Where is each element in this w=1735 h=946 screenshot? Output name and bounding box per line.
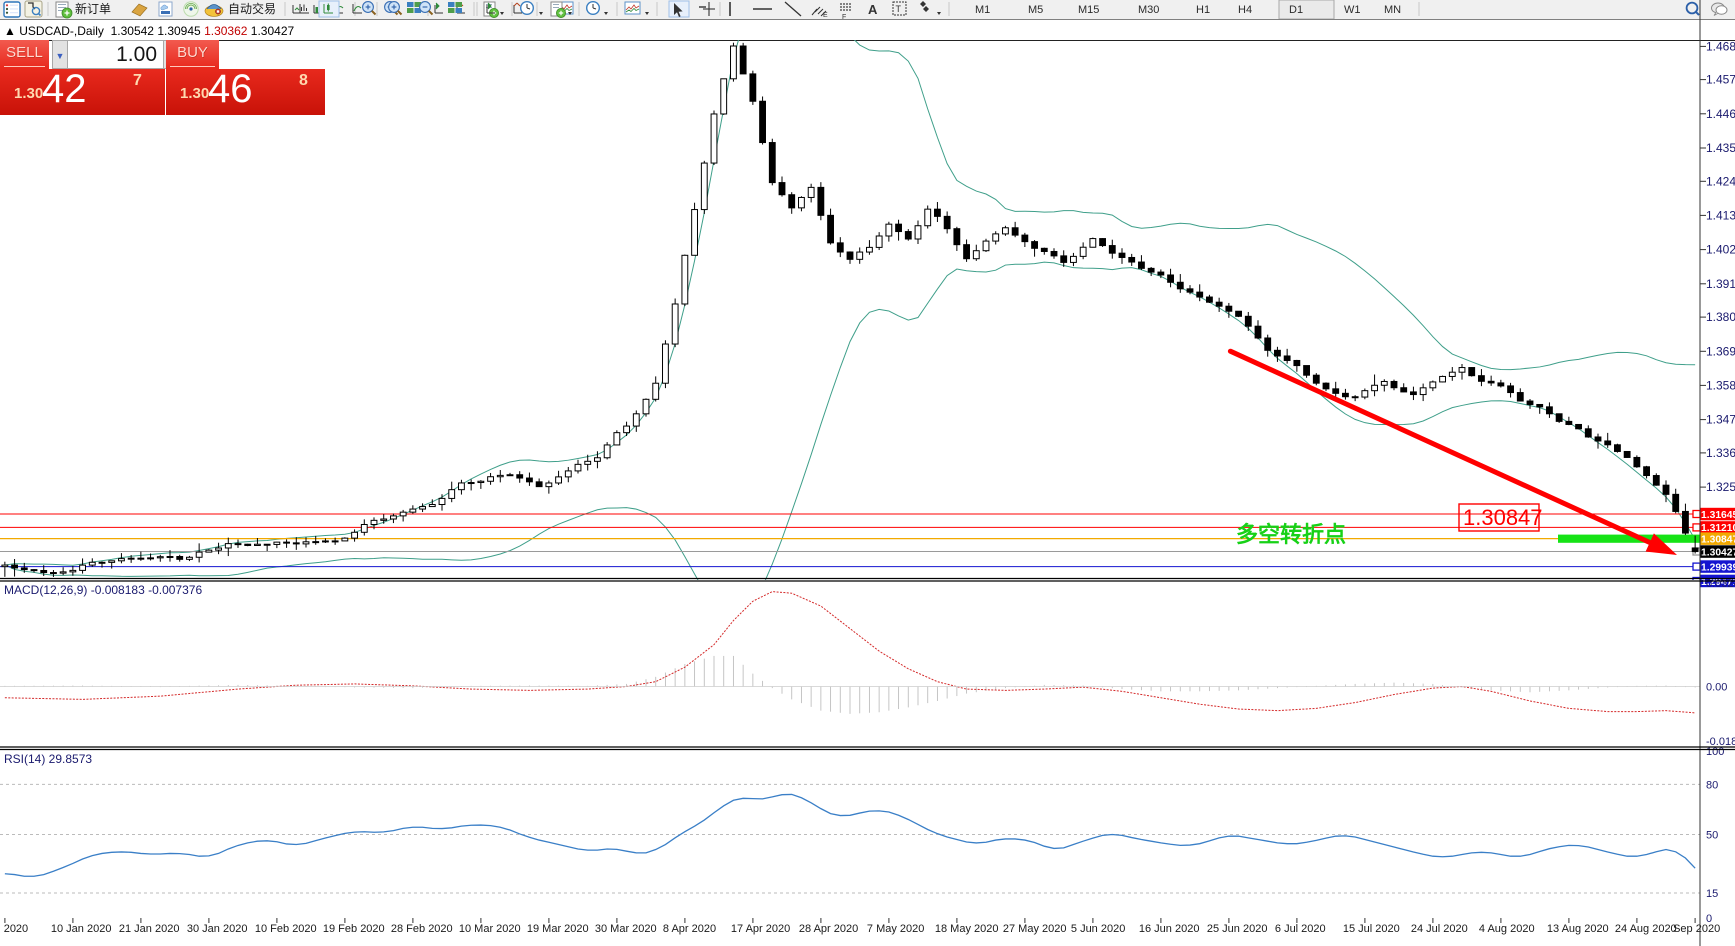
svg-text:1.31645: 1.31645 — [1701, 510, 1735, 521]
svg-text:Jan 2020: Jan 2020 — [0, 923, 28, 935]
svg-text:1.38040: 1.38040 — [1706, 310, 1735, 324]
svg-text:1.35820: 1.35820 — [1706, 378, 1735, 392]
svg-text:1.29939: 1.29939 — [1701, 562, 1735, 573]
svg-text:0.00: 0.00 — [1706, 682, 1727, 694]
svg-text:1.45750: 1.45750 — [1706, 73, 1735, 87]
svg-text:10 Jan 2020: 10 Jan 2020 — [51, 923, 112, 935]
svg-text:27 May 2020: 27 May 2020 — [1003, 923, 1067, 935]
svg-text:30 Mar 2020: 30 Mar 2020 — [595, 923, 657, 935]
svg-text:17 Apr 2020: 17 Apr 2020 — [731, 923, 790, 935]
svg-text:80: 80 — [1706, 779, 1718, 791]
svg-text:1.39120: 1.39120 — [1706, 277, 1735, 291]
svg-text:1.46830: 1.46830 — [1706, 39, 1735, 53]
svg-text:7 May 2020: 7 May 2020 — [867, 923, 924, 935]
svg-text:1.30847: 1.30847 — [1463, 505, 1543, 530]
svg-text:5 Jun 2020: 5 Jun 2020 — [1071, 923, 1125, 935]
svg-text:4 Aug 2020: 4 Aug 2020 — [1479, 923, 1535, 935]
svg-text:25 Jun 2020: 25 Jun 2020 — [1207, 923, 1268, 935]
svg-text:6 Jul 2020: 6 Jul 2020 — [1275, 923, 1326, 935]
svg-text:50: 50 — [1706, 830, 1718, 842]
svg-text:1.41340: 1.41340 — [1706, 208, 1735, 222]
svg-text:19 Mar 2020: 19 Mar 2020 — [527, 923, 589, 935]
svg-text:RSI(14) 29.8573: RSI(14) 29.8573 — [4, 752, 92, 766]
svg-text:1.32520: 1.32520 — [1706, 480, 1735, 494]
svg-text:0.032478: 0.032478 — [1706, 578, 1735, 590]
svg-text:15: 15 — [1706, 888, 1718, 900]
svg-text:多空转折点: 多空转折点 — [1236, 522, 1346, 547]
svg-text:28 Feb 2020: 28 Feb 2020 — [391, 923, 453, 935]
svg-text:13 Aug 2020: 13 Aug 2020 — [1547, 923, 1609, 935]
svg-text:8 Apr 2020: 8 Apr 2020 — [663, 923, 716, 935]
svg-text:1.36930: 1.36930 — [1706, 344, 1735, 358]
svg-text:24 Jul 2020: 24 Jul 2020 — [1411, 923, 1468, 935]
svg-text:1.40230: 1.40230 — [1706, 243, 1735, 257]
svg-text:Sep 2020: Sep 2020 — [1673, 923, 1720, 935]
svg-text:1.33630: 1.33630 — [1706, 446, 1735, 460]
svg-text:1.30427: 1.30427 — [1701, 547, 1735, 558]
svg-text:1.43530: 1.43530 — [1706, 141, 1735, 155]
svg-text:10 Feb 2020: 10 Feb 2020 — [255, 923, 317, 935]
svg-text:16 Jun 2020: 16 Jun 2020 — [1139, 923, 1200, 935]
svg-text:21 Jan 2020: 21 Jan 2020 — [119, 923, 180, 935]
svg-text:MACD(12,26,9) -0.008183 -0.007: MACD(12,26,9) -0.008183 -0.007376 — [4, 583, 202, 597]
svg-text:15 Jul 2020: 15 Jul 2020 — [1343, 923, 1400, 935]
svg-text:28 Apr 2020: 28 Apr 2020 — [799, 923, 858, 935]
svg-text:1.34710: 1.34710 — [1706, 413, 1735, 427]
svg-text:1.42450: 1.42450 — [1706, 174, 1735, 188]
svg-text:19 Feb 2020: 19 Feb 2020 — [323, 923, 385, 935]
svg-text:1.44640: 1.44640 — [1706, 107, 1735, 121]
svg-text:10 Mar 2020: 10 Mar 2020 — [459, 923, 521, 935]
svg-text:24 Aug 2020: 24 Aug 2020 — [1615, 923, 1677, 935]
svg-text:30 Jan 2020: 30 Jan 2020 — [187, 923, 248, 935]
svg-text:18 May 2020: 18 May 2020 — [935, 923, 999, 935]
svg-text:1.30847: 1.30847 — [1701, 534, 1735, 545]
svg-text:100: 100 — [1706, 746, 1724, 758]
